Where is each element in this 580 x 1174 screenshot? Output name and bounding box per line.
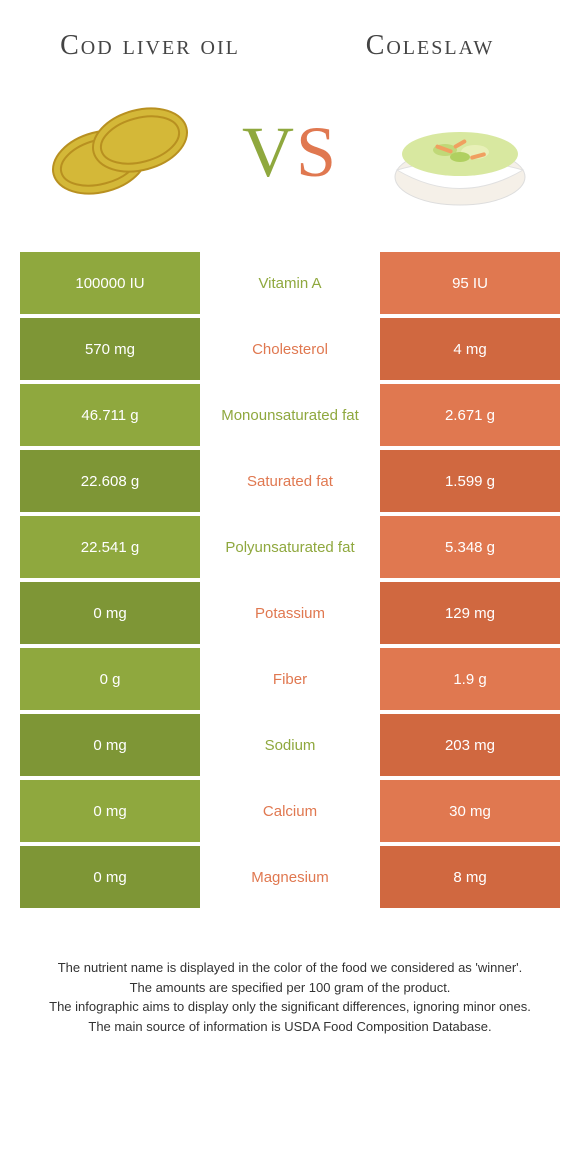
footer-notes: The nutrient name is displayed in the co… [40, 958, 540, 1036]
nutrient-name: Sodium [200, 714, 380, 776]
title-right: Coleslaw [330, 30, 530, 62]
nutrient-table: 100000 IUVitamin A95 IU570 mgCholesterol… [20, 252, 560, 908]
nutrient-name: Calcium [200, 780, 380, 842]
value-left: 0 mg [20, 846, 200, 908]
footer-line: The amounts are specified per 100 gram o… [40, 978, 540, 998]
value-right: 30 mg [380, 780, 560, 842]
nutrient-name: Polyunsaturated fat [200, 516, 380, 578]
footer-line: The nutrient name is displayed in the co… [40, 958, 540, 978]
value-left: 22.608 g [20, 450, 200, 512]
value-left: 100000 IU [20, 252, 200, 314]
nutrient-name: Fiber [200, 648, 380, 710]
nutrient-name: Saturated fat [200, 450, 380, 512]
value-right: 1.9 g [380, 648, 560, 710]
value-right: 1.599 g [380, 450, 560, 512]
value-left: 22.541 g [20, 516, 200, 578]
nutrient-name: Potassium [200, 582, 380, 644]
vs-v: V [242, 112, 296, 192]
nutrient-name: Magnesium [200, 846, 380, 908]
vs-s: S [296, 112, 338, 192]
table-row: 570 mgCholesterol4 mg [20, 318, 560, 380]
value-right: 95 IU [380, 252, 560, 314]
title-left: Cod liver oil [50, 30, 250, 62]
footer-line: The infographic aims to display only the… [40, 997, 540, 1017]
table-row: 0 mgPotassium129 mg [20, 582, 560, 644]
value-right: 2.671 g [380, 384, 560, 446]
header-row: Cod liver oil Coleslaw [0, 0, 580, 72]
vs-label: VS [242, 111, 338, 194]
value-right: 5.348 g [380, 516, 560, 578]
value-right: 203 mg [380, 714, 560, 776]
value-left: 0 mg [20, 780, 200, 842]
value-left: 46.711 g [20, 384, 200, 446]
nutrient-name: Monounsaturated fat [200, 384, 380, 446]
table-row: 0 mgSodium203 mg [20, 714, 560, 776]
value-right: 129 mg [380, 582, 560, 644]
value-left: 0 g [20, 648, 200, 710]
value-right: 8 mg [380, 846, 560, 908]
value-left: 570 mg [20, 318, 200, 380]
table-row: 22.608 gSaturated fat1.599 g [20, 450, 560, 512]
footer-line: The main source of information is USDA F… [40, 1017, 540, 1037]
nutrient-name: Vitamin A [200, 252, 380, 314]
table-row: 0 gFiber1.9 g [20, 648, 560, 710]
nutrient-name: Cholesterol [200, 318, 380, 380]
table-row: 46.711 gMonounsaturated fat2.671 g [20, 384, 560, 446]
vs-row: VS [0, 72, 580, 252]
table-row: 100000 IUVitamin A95 IU [20, 252, 560, 314]
table-row: 0 mgMagnesium8 mg [20, 846, 560, 908]
cod-liver-oil-icon [40, 82, 200, 222]
value-left: 0 mg [20, 714, 200, 776]
table-row: 0 mgCalcium30 mg [20, 780, 560, 842]
value-right: 4 mg [380, 318, 560, 380]
value-left: 0 mg [20, 582, 200, 644]
coleslaw-icon [380, 82, 540, 222]
table-row: 22.541 gPolyunsaturated fat5.348 g [20, 516, 560, 578]
